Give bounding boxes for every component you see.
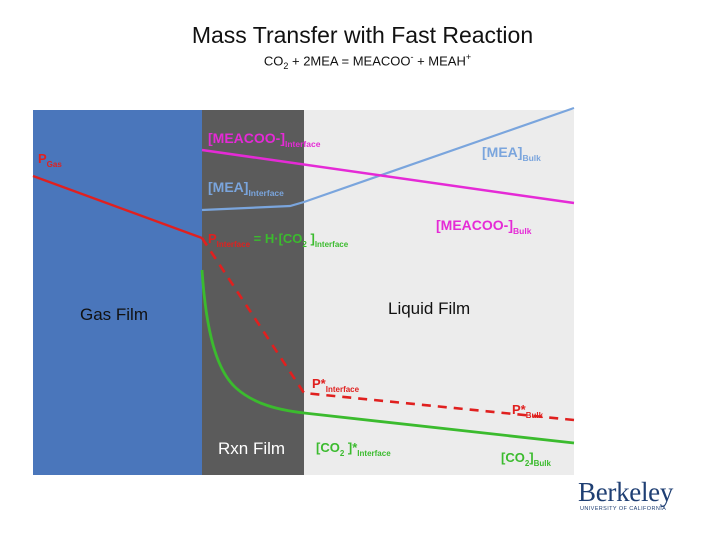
equation-mea: + 2MEA = MEACOO xyxy=(288,53,411,69)
co2-bulk-mid: ] xyxy=(529,450,533,465)
equation-meah: + MEAH xyxy=(413,53,466,69)
co2-star-interface-main: [CO xyxy=(316,440,340,455)
p-interface-eq: = H·[CO xyxy=(250,231,302,246)
berkeley-logo-wordmark: Berkeley xyxy=(578,477,674,507)
p-interface-label: PInterface = H·[CO2 ]Interface xyxy=(208,231,349,249)
gas-film-label: Gas Film xyxy=(80,305,148,324)
meacoo-bulk-label: [MEACOO-]Bulk xyxy=(436,217,532,236)
p-star-interface-main: P* xyxy=(312,376,327,391)
mea-bulk-main: [MEA] xyxy=(482,144,522,160)
equation-plus: + xyxy=(465,52,472,62)
p-star-bulk-sub: Bulk xyxy=(526,411,544,420)
meacoo-bulk-sub: Bulk xyxy=(513,226,532,236)
co2-bulk-sub: 2 xyxy=(525,459,530,468)
p-gas-main: P xyxy=(38,151,47,166)
berkeley-logo-subtitle: UNIVERSITY OF CALIFORNIA xyxy=(580,506,667,512)
mea-bulk-label: [MEA]Bulk xyxy=(482,144,541,163)
p-star-bulk-main: P* xyxy=(512,402,527,417)
co2-star-interface-sub: 2 xyxy=(340,449,345,458)
mea-bulk-sub: Bulk xyxy=(522,153,541,163)
reaction-equation: CO2 + 2MEA = MEACOO- + MEAH+ xyxy=(0,52,720,71)
gas-partial-pressure-line xyxy=(32,174,203,240)
p-interface-co2-interface-sub: Interface xyxy=(315,240,349,249)
meacoo-interface-sub: Interface xyxy=(285,139,321,149)
liquid-film-region xyxy=(304,110,574,475)
co2-star-interface-sub2: Interface xyxy=(357,449,391,458)
p-interface-sub: Interface xyxy=(217,240,251,249)
equation-co: CO xyxy=(263,53,284,69)
page-title: Mass Transfer with Fast Reaction xyxy=(191,22,534,48)
meacoo-interface-main: [MEACOO-] xyxy=(208,130,285,146)
p-interface-bracket: ] xyxy=(307,231,315,246)
liquid-film-label: Liquid Film xyxy=(388,299,470,318)
meacoo-concentration-line xyxy=(201,148,575,205)
co2-bulk-main: [CO xyxy=(501,450,525,465)
berkeley-logo: Berkeley UNIVERSITY OF CALIFORNIA xyxy=(578,477,688,515)
p-star-interface-label: P*Interface xyxy=(312,376,360,394)
co2-star-interface-label: [CO2 ]*Interface xyxy=(316,440,391,458)
co2-bulk-sub2: Bulk xyxy=(534,459,552,468)
p-star-interface-sub: Interface xyxy=(326,385,360,394)
p-interface-main: P xyxy=(208,231,217,246)
meacoo-interface-label: [MEACOO-]Interface xyxy=(208,130,321,149)
co2-star-interface-mid: ]* xyxy=(344,440,358,455)
mea-interface-sub: Interface xyxy=(248,188,284,198)
co2-bulk-label: [CO2]Bulk xyxy=(501,450,552,468)
rxn-film-region xyxy=(202,110,304,475)
equation-co2-subscript: 2 xyxy=(283,60,289,71)
co2-concentration-curve xyxy=(200,269,575,445)
p-gas-label: PGas xyxy=(38,151,62,169)
meacoo-bulk-main: [MEACOO-] xyxy=(436,217,513,233)
mea-interface-label: [MEA]Interface xyxy=(208,179,284,198)
p-interface-co2-sub: 2 xyxy=(302,240,307,249)
mea-interface-main: [MEA] xyxy=(208,179,248,195)
p-star-bulk-label: P*Bulk xyxy=(512,402,544,420)
equation-minus: - xyxy=(410,52,414,62)
mea-concentration-line xyxy=(201,106,575,212)
gas-film-region xyxy=(33,110,202,475)
rxn-film-label: Rxn Film xyxy=(218,439,285,458)
p-gas-sub: Gas xyxy=(47,160,63,169)
